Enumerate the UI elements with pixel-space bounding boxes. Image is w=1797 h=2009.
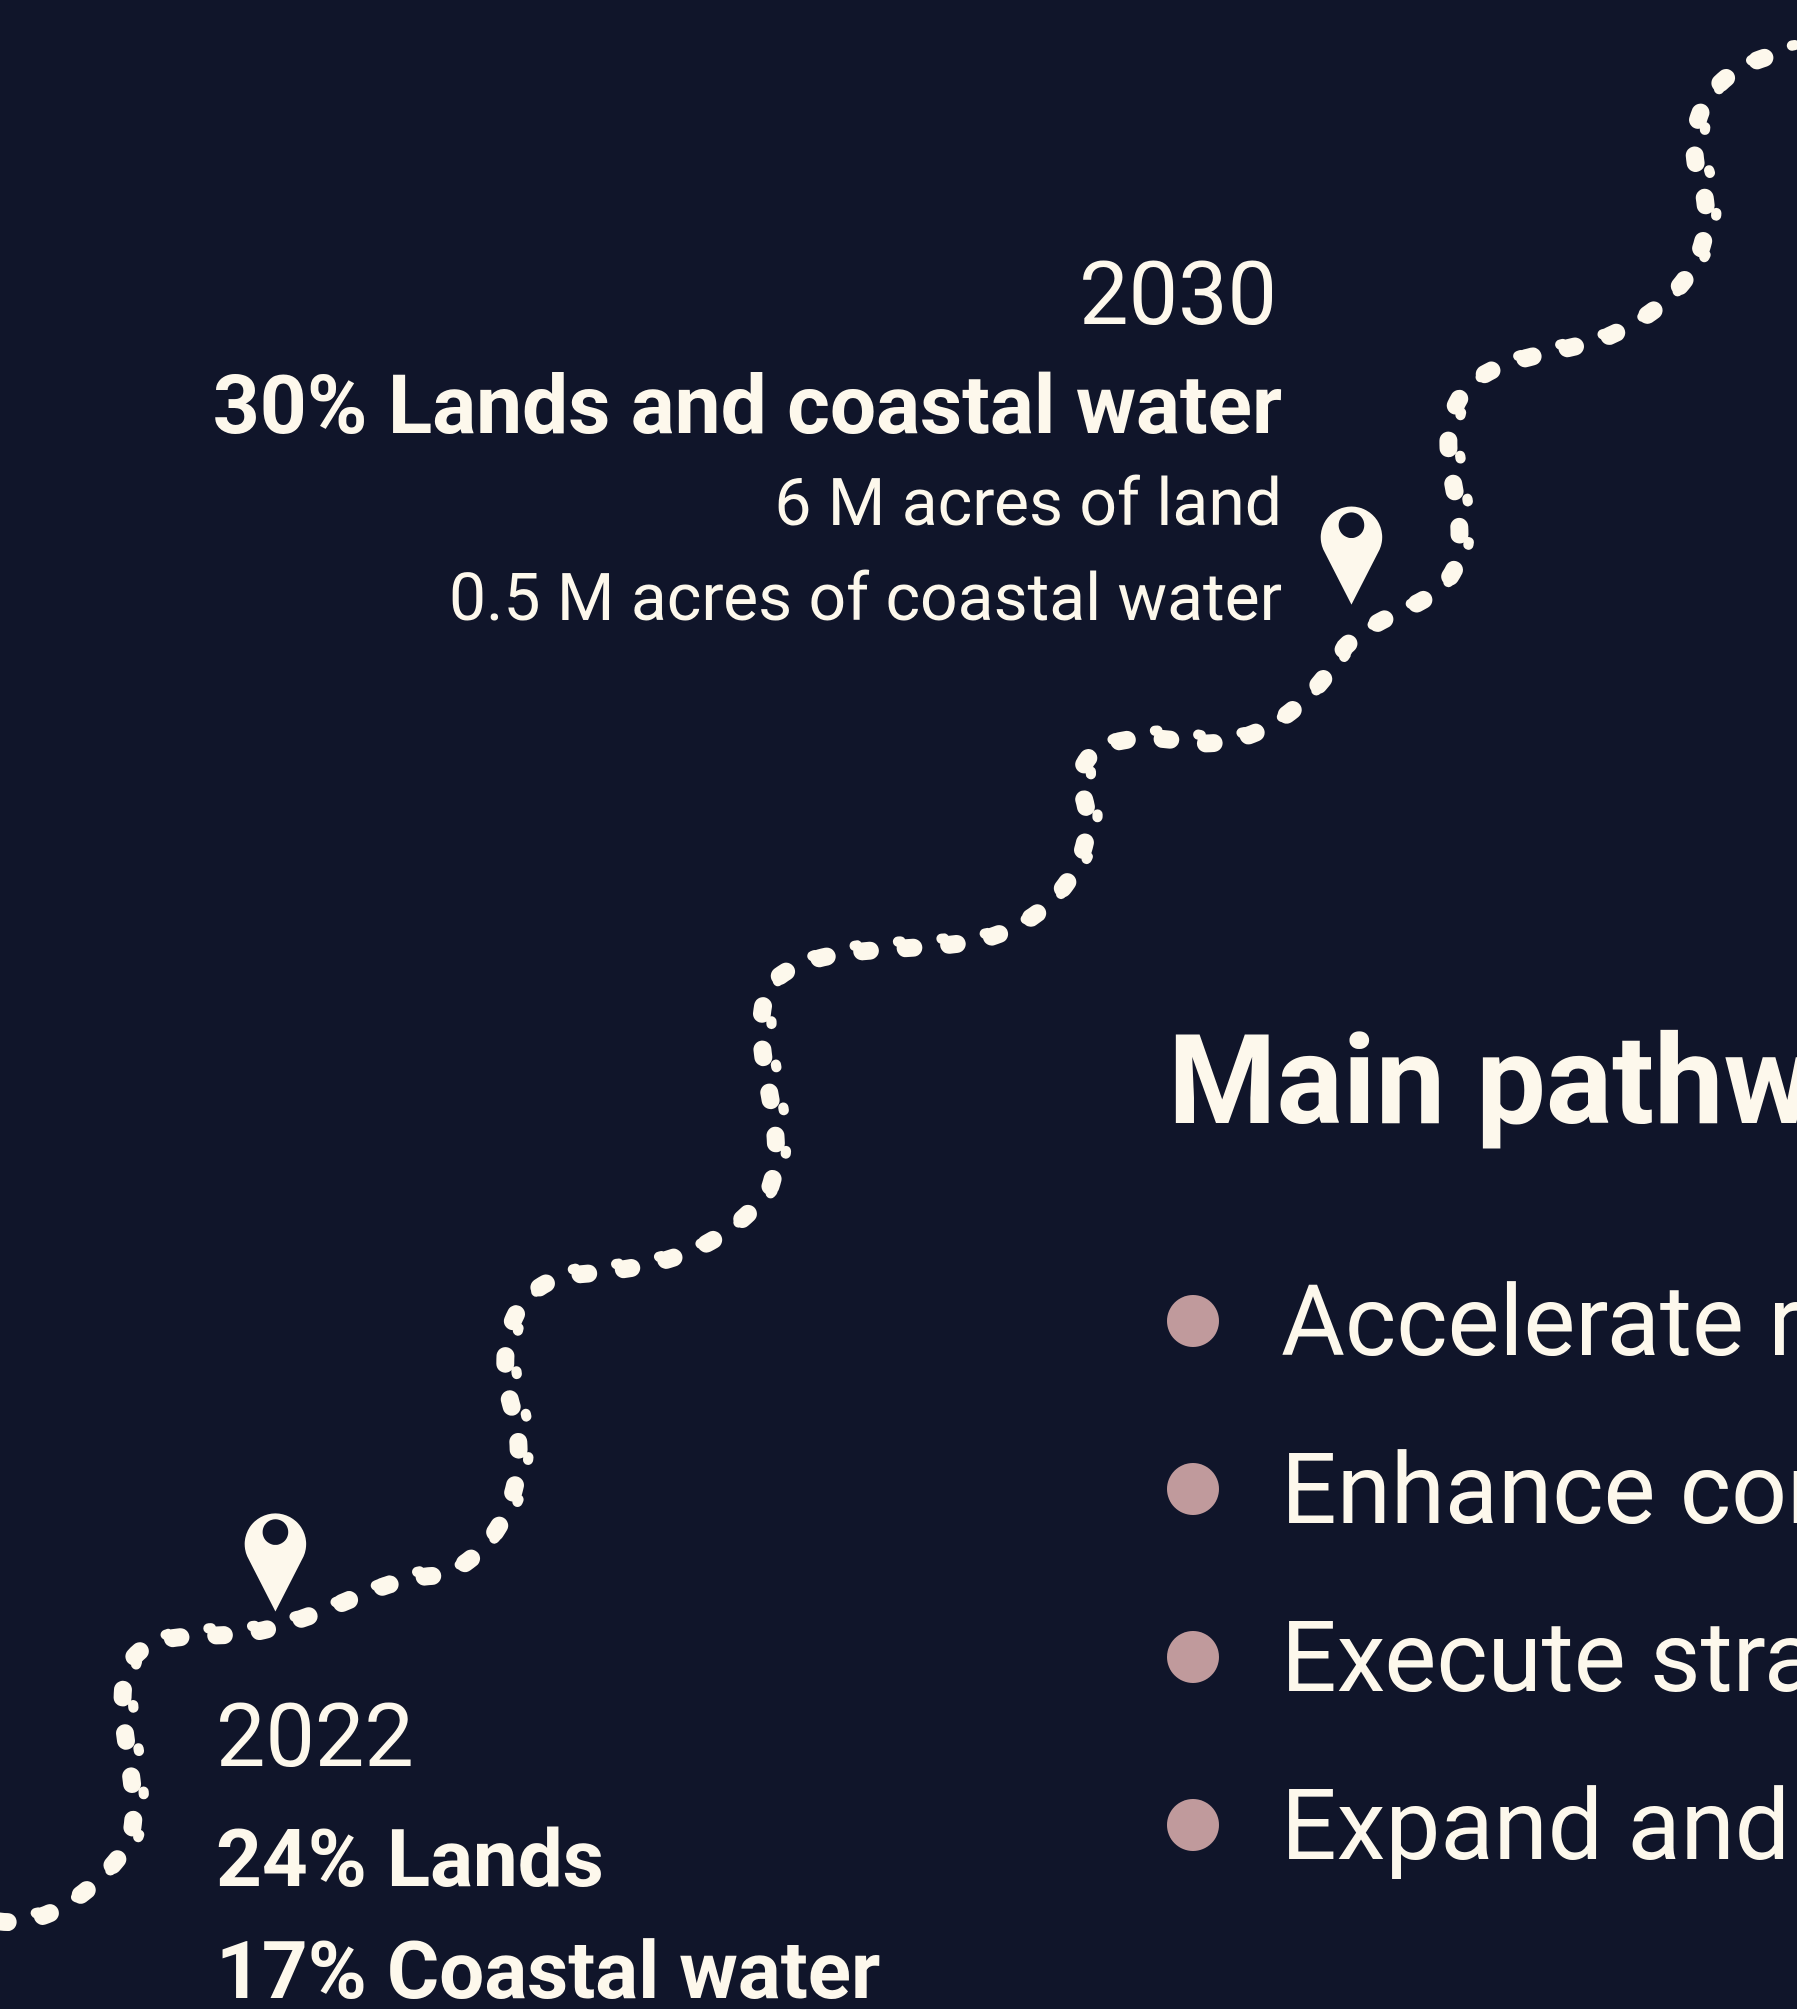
milestone-headline: 24% Lands bbox=[216, 1812, 604, 1906]
milestone-year: 2022 bbox=[216, 1685, 414, 1788]
pathway-item: Enhance con bbox=[1281, 1432, 1797, 1547]
bullet bbox=[1167, 1799, 1219, 1851]
page: 2030 30% Lands and coastal water 6 M acr… bbox=[0, 0, 1797, 2009]
milestone-detail: 6 M acres of land bbox=[774, 465, 1282, 542]
milestone-headline: 30% Lands and coastal water bbox=[213, 358, 1282, 454]
bullet bbox=[1167, 1295, 1219, 1347]
pathways-title: Main pathw bbox=[1168, 1009, 1797, 1154]
pathway-item: Expand and a bbox=[1281, 1768, 1797, 1883]
pathway-item: Execute strat bbox=[1281, 1600, 1797, 1715]
milestone-detail: 0.5 M acres of coastal water bbox=[449, 560, 1282, 637]
bullet bbox=[1167, 1463, 1219, 1515]
pathway-item: Accelerate re bbox=[1281, 1264, 1797, 1379]
milestone-headline: 17% Coastal water bbox=[216, 1924, 880, 2009]
bullet bbox=[1167, 1631, 1219, 1683]
infographic: 2030 30% Lands and coastal water 6 M acr… bbox=[0, 0, 1797, 2009]
milestone-year: 2030 bbox=[1079, 243, 1277, 346]
